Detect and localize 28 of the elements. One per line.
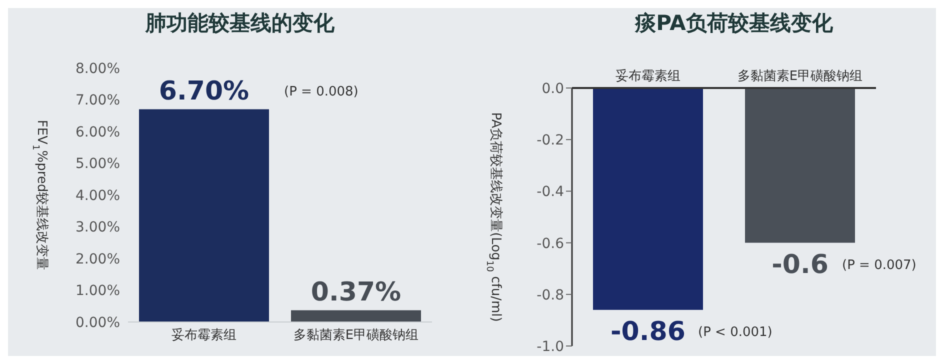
- x-tick-label: 妥布霉素组: [616, 69, 680, 84]
- y-tick-label: 3.00%: [76, 220, 120, 236]
- data-label: 0.37%: [310, 277, 402, 308]
- y-tick-label: 8.00%: [76, 60, 120, 77]
- y-tick-label: 0.0: [542, 80, 564, 97]
- y-tick-label: 0.00%: [76, 314, 120, 331]
- y-tick-label: -1.0: [536, 338, 564, 355]
- annotation: (P = 0.007): [842, 258, 916, 273]
- chart-title: 痰PA负荷较基线变化: [634, 10, 834, 37]
- y-tick-label: 6.00%: [76, 124, 120, 140]
- data-label: -0.6: [772, 250, 828, 280]
- y-tick-label: -0.8: [536, 287, 564, 304]
- y-tick-label: 4.00%: [76, 188, 120, 204]
- x-tick-label: 多黏菌素E甲磺酸钠组: [293, 328, 419, 344]
- y-tick-label: -0.2: [536, 132, 564, 149]
- data-label: -0.86: [610, 316, 686, 347]
- annotation: (P = 0.008): [284, 84, 358, 100]
- x-tick-label: 多黏菌素E甲磺酸钠组: [737, 69, 863, 84]
- y-tick-label: 2.00%: [76, 251, 120, 268]
- y-tick-label: -0.4: [536, 184, 564, 200]
- y-tick-label: 7.00%: [76, 92, 120, 109]
- x-tick-label: 妥布霉素组: [172, 328, 236, 344]
- chart-title: 肺功能较基线的变化: [144, 10, 336, 37]
- data-label: 6.70%: [158, 76, 250, 106]
- y-tick-label: 1.00%: [76, 283, 120, 300]
- y-tick-label: 5.00%: [76, 156, 120, 172]
- annotation: (P < 0.001): [698, 324, 772, 340]
- y-tick-label: -0.6: [536, 236, 564, 252]
